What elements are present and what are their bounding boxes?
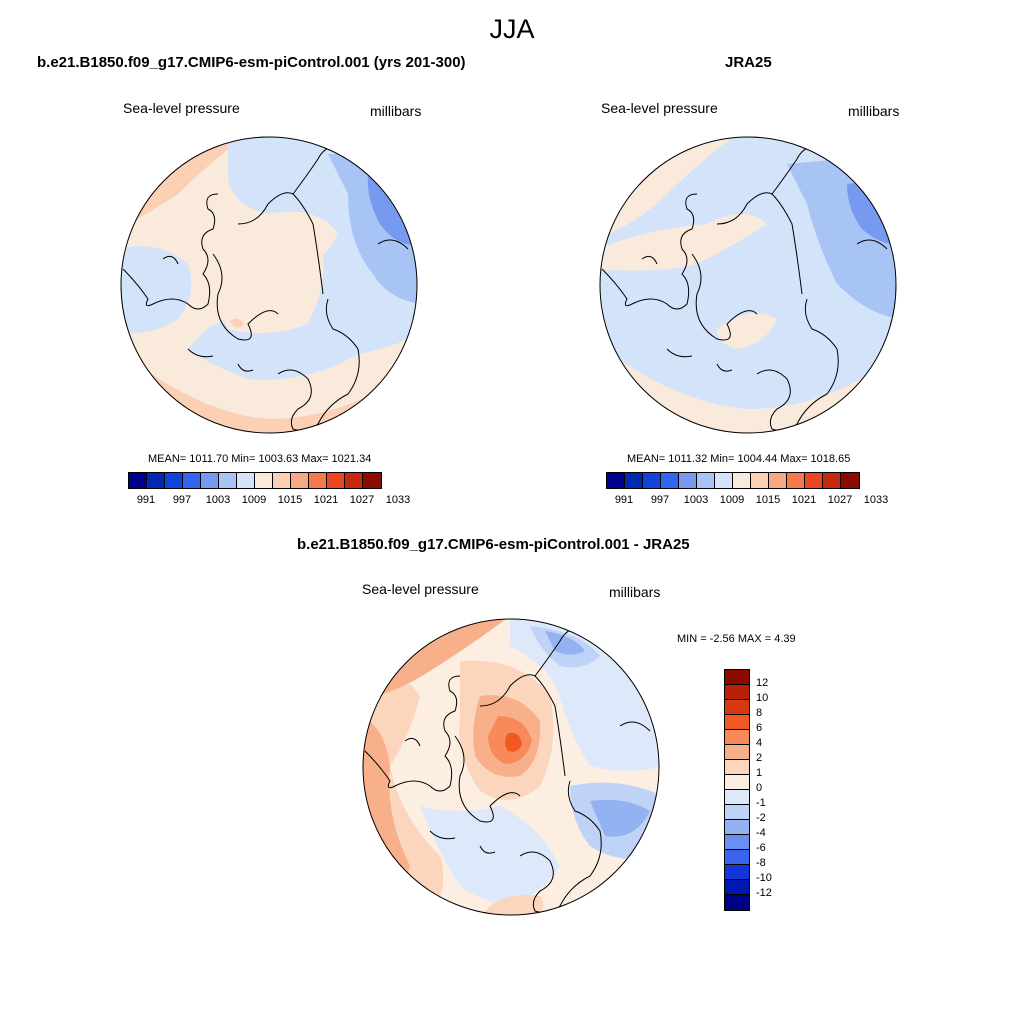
panel-b-title: JRA25 xyxy=(725,54,772,71)
colorbar-swatch xyxy=(291,473,309,488)
colorbar-tick-label: -2 xyxy=(756,812,766,824)
colorbar-tick-label: -8 xyxy=(756,857,766,869)
colorbar-swatch xyxy=(725,835,749,850)
colorbar-tick-label: 1003 xyxy=(683,494,709,506)
colorbar-tick-label: -4 xyxy=(756,827,766,839)
colorbar-tick-label: 8 xyxy=(756,707,763,719)
colorbar-tick-label: 1 xyxy=(756,767,763,779)
panel-diff-field-label: Sea-level pressure xyxy=(362,581,479,597)
colorbar-swatch xyxy=(625,473,643,488)
panel-a-stats: MEAN= 1011.70 Min= 1003.63 Max= 1021.34 xyxy=(148,453,372,465)
panel-diff-units-label: millibars xyxy=(609,584,661,600)
colorbar-tick-label: 4 xyxy=(756,737,763,749)
colorbar-swatch xyxy=(725,700,749,715)
colorbar-swatch xyxy=(201,473,219,488)
colorbar-swatch xyxy=(725,895,749,910)
colorbar-tick-label: -6 xyxy=(756,842,766,854)
panel-diff-title: b.e21.B1850.f09_g17.CMIP6-esm-piControl.… xyxy=(297,536,690,553)
colorbar-swatch xyxy=(147,473,165,488)
panel-a-title: b.e21.B1850.f09_g17.CMIP6-esm-piControl.… xyxy=(37,54,466,71)
colorbar-tick-label: 2 xyxy=(756,752,763,764)
colorbar-swatch xyxy=(725,865,749,880)
colorbar-swatch xyxy=(327,473,345,488)
colorbar-tick-label: 1015 xyxy=(755,494,781,506)
colorbar-swatch xyxy=(725,850,749,865)
colorbar-tick-label: 1033 xyxy=(863,494,889,506)
colorbar-swatch xyxy=(725,730,749,745)
panel-diff-polar-map xyxy=(362,618,660,916)
colorbar-tick-label: 1027 xyxy=(349,494,375,506)
colorbar-swatch xyxy=(725,685,749,700)
colorbar-tick-label: 1003 xyxy=(205,494,231,506)
colorbar-swatch xyxy=(725,745,749,760)
colorbar-swatch xyxy=(751,473,769,488)
colorbar-tick-label: 997 xyxy=(650,494,670,506)
colorbar-swatch xyxy=(273,473,291,488)
panel-b-stats: MEAN= 1011.32 Min= 1004.44 Max= 1018.65 xyxy=(627,453,851,465)
colorbar-swatch xyxy=(725,790,749,805)
colorbar-swatch xyxy=(725,805,749,820)
colorbar-tick-label: 1015 xyxy=(277,494,303,506)
colorbar-tick-label: 10 xyxy=(756,692,769,704)
panel-diff-colorbar xyxy=(724,669,750,911)
colorbar-tick-label: -10 xyxy=(756,872,772,884)
colorbar-tick-label: 1027 xyxy=(827,494,853,506)
panel-b-field-label: Sea-level pressure xyxy=(601,100,718,116)
colorbar-swatch xyxy=(643,473,661,488)
panel-diff-stats: MIN = -2.56 MAX = 4.39 xyxy=(677,633,796,645)
colorbar-swatch xyxy=(725,670,749,685)
panel-a-colorbar-ticks: 991 997 1003 1009 1015 1021 1027 1033 xyxy=(128,494,416,508)
colorbar-swatch xyxy=(725,715,749,730)
colorbar-tick-label: 1033 xyxy=(385,494,411,506)
colorbar-swatch xyxy=(697,473,715,488)
colorbar-swatch xyxy=(237,473,255,488)
colorbar-tick-label: 1021 xyxy=(791,494,817,506)
colorbar-swatch xyxy=(183,473,201,488)
colorbar-swatch xyxy=(363,473,381,488)
colorbar-tick-label: 991 xyxy=(136,494,156,506)
colorbar-tick-label: 6 xyxy=(756,722,763,734)
colorbar-swatch xyxy=(715,473,733,488)
colorbar-tick-label: -1 xyxy=(756,797,766,809)
panel-a-units-label: millibars xyxy=(370,103,422,119)
colorbar-tick-label: 0 xyxy=(756,782,763,794)
colorbar-swatch xyxy=(255,473,273,488)
colorbar-tick-label: 1009 xyxy=(241,494,267,506)
colorbar-tick-label: 991 xyxy=(614,494,634,506)
colorbar-swatch xyxy=(769,473,787,488)
colorbar-swatch xyxy=(219,473,237,488)
colorbar-swatch xyxy=(823,473,841,488)
colorbar-swatch xyxy=(165,473,183,488)
panel-b-units-label: millibars xyxy=(848,103,900,119)
colorbar-swatch xyxy=(841,473,859,488)
colorbar-swatch xyxy=(725,880,749,895)
colorbar-tick-label: 1009 xyxy=(719,494,745,506)
panel-b-polar-map xyxy=(599,136,897,434)
colorbar-swatch xyxy=(725,775,749,790)
panel-a-polar-map xyxy=(120,136,418,434)
colorbar-swatch xyxy=(309,473,327,488)
panel-b-colorbar-ticks: 991 997 1003 1009 1015 1021 1027 1033 xyxy=(606,494,894,508)
colorbar-tick-label: 997 xyxy=(172,494,192,506)
colorbar-tick-label: -12 xyxy=(756,887,772,899)
colorbar-swatch xyxy=(661,473,679,488)
colorbar-swatch xyxy=(345,473,363,488)
colorbar-swatch xyxy=(787,473,805,488)
panel-diff-colorbar-ticks: 12 10 8 6 4 2 1 0 -1 -2 -4 -6 -8 -10 -12 xyxy=(756,669,796,911)
colorbar-swatch xyxy=(725,820,749,835)
colorbar-swatch xyxy=(679,473,697,488)
colorbar-swatch xyxy=(733,473,751,488)
colorbar-swatch xyxy=(129,473,147,488)
panel-b-colorbar xyxy=(606,472,860,489)
colorbar-swatch xyxy=(607,473,625,488)
figure-title: JJA xyxy=(489,14,535,44)
colorbar-swatch xyxy=(805,473,823,488)
panel-a-field-label: Sea-level pressure xyxy=(123,100,240,116)
colorbar-tick-label: 12 xyxy=(756,677,769,689)
panel-a-colorbar xyxy=(128,472,382,489)
colorbar-tick-label: 1021 xyxy=(313,494,339,506)
colorbar-swatch xyxy=(725,760,749,775)
